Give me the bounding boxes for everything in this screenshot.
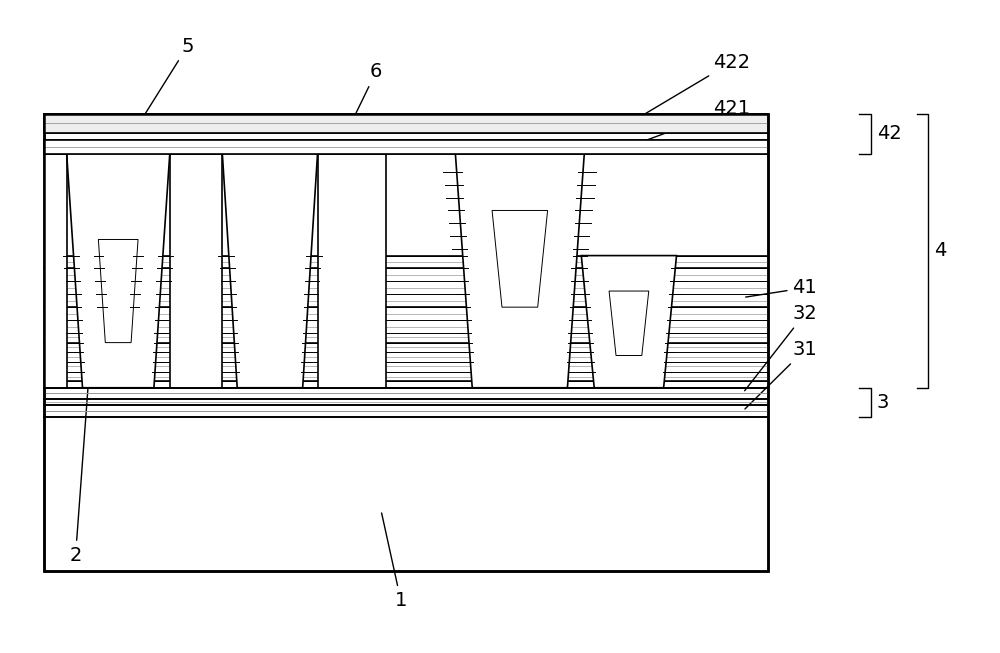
Polygon shape — [581, 255, 677, 388]
Polygon shape — [44, 140, 768, 153]
Text: 4: 4 — [934, 241, 947, 261]
Text: 31: 31 — [745, 340, 817, 409]
Text: 3: 3 — [877, 392, 889, 412]
Text: 41: 41 — [746, 278, 817, 297]
Text: 6: 6 — [348, 62, 382, 131]
Polygon shape — [67, 153, 170, 388]
Polygon shape — [318, 153, 386, 388]
Polygon shape — [44, 114, 768, 133]
Polygon shape — [44, 140, 768, 153]
Polygon shape — [455, 153, 584, 388]
Text: 5: 5 — [135, 37, 194, 131]
Polygon shape — [222, 153, 318, 388]
Polygon shape — [170, 153, 222, 388]
Polygon shape — [98, 240, 138, 343]
Polygon shape — [492, 210, 548, 307]
Polygon shape — [44, 114, 768, 571]
Text: 421: 421 — [632, 99, 750, 146]
Polygon shape — [44, 114, 768, 133]
Text: 422: 422 — [631, 53, 750, 122]
Polygon shape — [44, 153, 67, 388]
Text: 2: 2 — [69, 384, 88, 565]
Text: 1: 1 — [382, 513, 407, 610]
Polygon shape — [609, 291, 649, 355]
Text: 32: 32 — [745, 304, 817, 390]
Text: 42: 42 — [877, 124, 902, 143]
